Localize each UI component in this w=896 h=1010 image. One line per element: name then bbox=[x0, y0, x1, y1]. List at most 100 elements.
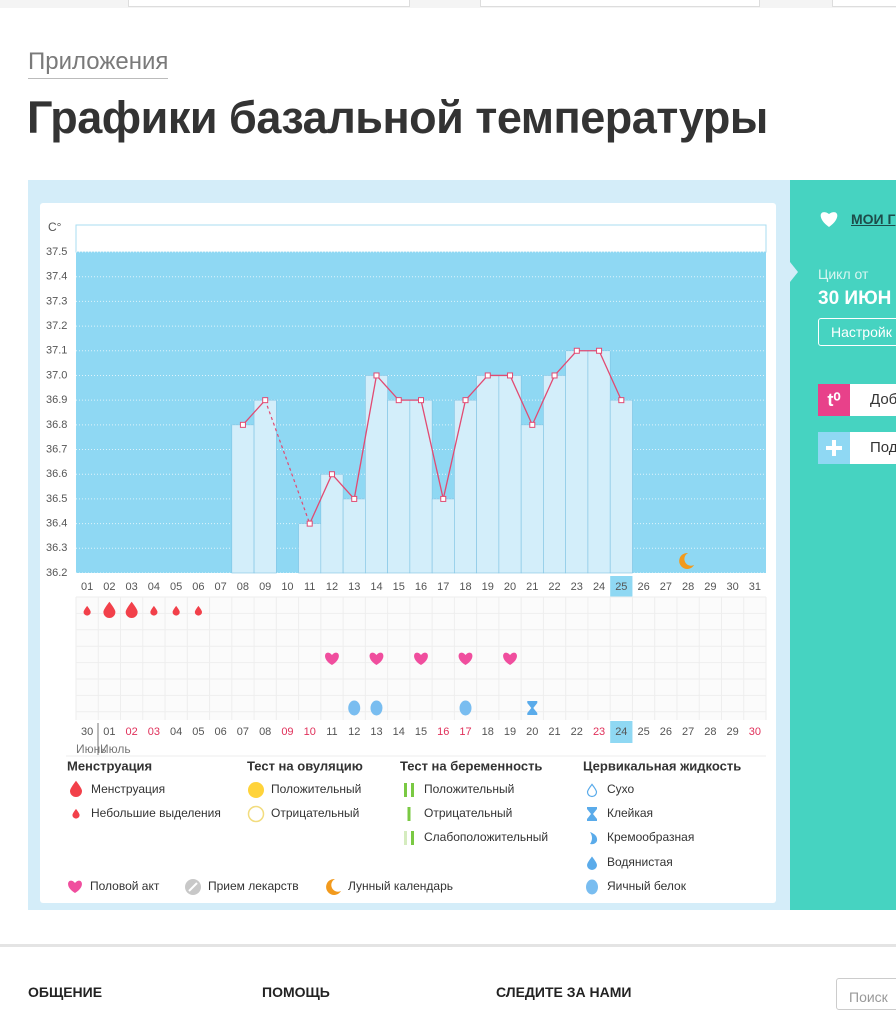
date-label: 09 bbox=[281, 726, 293, 738]
legend-label: Прием лекарств bbox=[208, 879, 299, 893]
legend-title: Тест на овуляцию bbox=[247, 758, 363, 773]
x-tick-label: 21 bbox=[526, 581, 538, 593]
circle bbox=[248, 782, 264, 798]
y-tick-label: 36.6 bbox=[46, 468, 67, 480]
bar bbox=[454, 399, 477, 574]
point bbox=[551, 372, 558, 379]
legend-title: Менструация bbox=[67, 758, 152, 773]
y-tick-label: 36.5 bbox=[46, 493, 67, 505]
bar bbox=[365, 375, 388, 574]
settings-button[interactable]: Настройк bbox=[818, 318, 896, 346]
search-box[interactable]: Поиск bbox=[836, 978, 896, 1010]
pointer bbox=[790, 262, 798, 282]
date-label: 28 bbox=[704, 726, 716, 738]
drop bbox=[587, 856, 597, 870]
x-tick-label: 15 bbox=[393, 581, 405, 593]
date-label: 19 bbox=[504, 726, 516, 738]
bar bbox=[587, 350, 611, 574]
icon bbox=[587, 807, 597, 821]
footer-divider bbox=[0, 944, 896, 947]
my-charts-link[interactable]: МОИ Г bbox=[851, 211, 896, 227]
date-label: 06 bbox=[215, 726, 227, 738]
icon bbox=[679, 552, 695, 569]
bar bbox=[407, 807, 411, 821]
x-tick-label: 29 bbox=[704, 581, 716, 593]
x-tick-label: 08 bbox=[237, 581, 249, 593]
y-tick-label: 36.4 bbox=[46, 518, 67, 530]
date-label: 02 bbox=[126, 726, 138, 738]
point bbox=[596, 347, 603, 354]
point bbox=[328, 471, 335, 478]
icon bbox=[72, 808, 80, 819]
bar bbox=[411, 831, 414, 845]
temp-icon[interactable]: t⁰ bbox=[818, 384, 850, 416]
bar bbox=[431, 498, 455, 574]
y-tick-label: 36.9 bbox=[46, 394, 67, 406]
drop bbox=[194, 605, 203, 616]
point bbox=[351, 495, 358, 502]
egg bbox=[586, 879, 598, 895]
bar bbox=[411, 783, 414, 797]
add-other-button[interactable]: Под bbox=[850, 432, 896, 464]
bar bbox=[520, 424, 544, 574]
legend-label: Лунный календарь bbox=[348, 879, 453, 893]
drop bbox=[70, 780, 82, 797]
drop bbox=[125, 601, 138, 618]
drop bbox=[150, 605, 158, 616]
cycle-date: 30 ИЮН bbox=[818, 288, 892, 309]
drop bbox=[83, 605, 91, 616]
icon bbox=[458, 652, 473, 665]
drop bbox=[586, 783, 598, 798]
y-tick-label: 37.0 bbox=[46, 369, 67, 381]
x-tick-label: 31 bbox=[749, 581, 761, 593]
date-label: 23 bbox=[593, 726, 605, 738]
date-label: 10 bbox=[304, 726, 316, 738]
icon bbox=[248, 782, 264, 798]
date-label: 13 bbox=[370, 726, 382, 738]
legend-title: Цервикальная жидкость bbox=[583, 758, 741, 773]
bar bbox=[320, 473, 344, 574]
cycle-label: Цикл от bbox=[818, 266, 869, 282]
legend-label: Отрицательный bbox=[271, 806, 359, 820]
legend-label: Слабоположительный bbox=[424, 830, 548, 844]
x-tick-label: 04 bbox=[148, 581, 160, 593]
y-tick-label: 36.7 bbox=[46, 443, 67, 455]
point bbox=[373, 372, 380, 379]
nav-box bbox=[832, 0, 896, 7]
icon bbox=[125, 601, 138, 618]
egg bbox=[459, 700, 472, 716]
date-label: 05 bbox=[192, 726, 204, 738]
x-tick-label: 18 bbox=[459, 581, 471, 593]
x-tick-label: 07 bbox=[215, 581, 227, 593]
date-label: 12 bbox=[348, 726, 360, 738]
x-tick-label: 23 bbox=[571, 581, 583, 593]
legend-title: Тест на беременность bbox=[400, 758, 542, 773]
nav-box bbox=[480, 0, 760, 7]
legend-label: Положительный bbox=[271, 782, 361, 796]
x-tick-label: 03 bbox=[126, 581, 138, 593]
date-label: 27 bbox=[682, 726, 694, 738]
plus-icon[interactable] bbox=[818, 432, 850, 464]
icon bbox=[586, 783, 598, 798]
icon bbox=[369, 652, 384, 665]
gap-line bbox=[264, 399, 311, 524]
icon bbox=[194, 605, 203, 616]
heart bbox=[369, 652, 384, 665]
point bbox=[418, 397, 424, 404]
point bbox=[440, 495, 447, 502]
pill-line bbox=[188, 882, 198, 892]
add-temp-button[interactable]: Доб bbox=[850, 384, 896, 416]
egg bbox=[348, 700, 361, 716]
drop bbox=[72, 808, 80, 819]
icon bbox=[370, 700, 383, 716]
hourglass bbox=[587, 807, 597, 821]
date-label: 20 bbox=[526, 726, 538, 738]
icon bbox=[70, 780, 82, 797]
point bbox=[239, 421, 246, 428]
breadcrumb[interactable]: Приложения bbox=[28, 48, 169, 79]
heart bbox=[68, 880, 82, 893]
x-tick-label: 27 bbox=[660, 581, 672, 593]
bar bbox=[409, 399, 433, 574]
footer-heading: ПОМОЩЬ bbox=[262, 984, 330, 1000]
